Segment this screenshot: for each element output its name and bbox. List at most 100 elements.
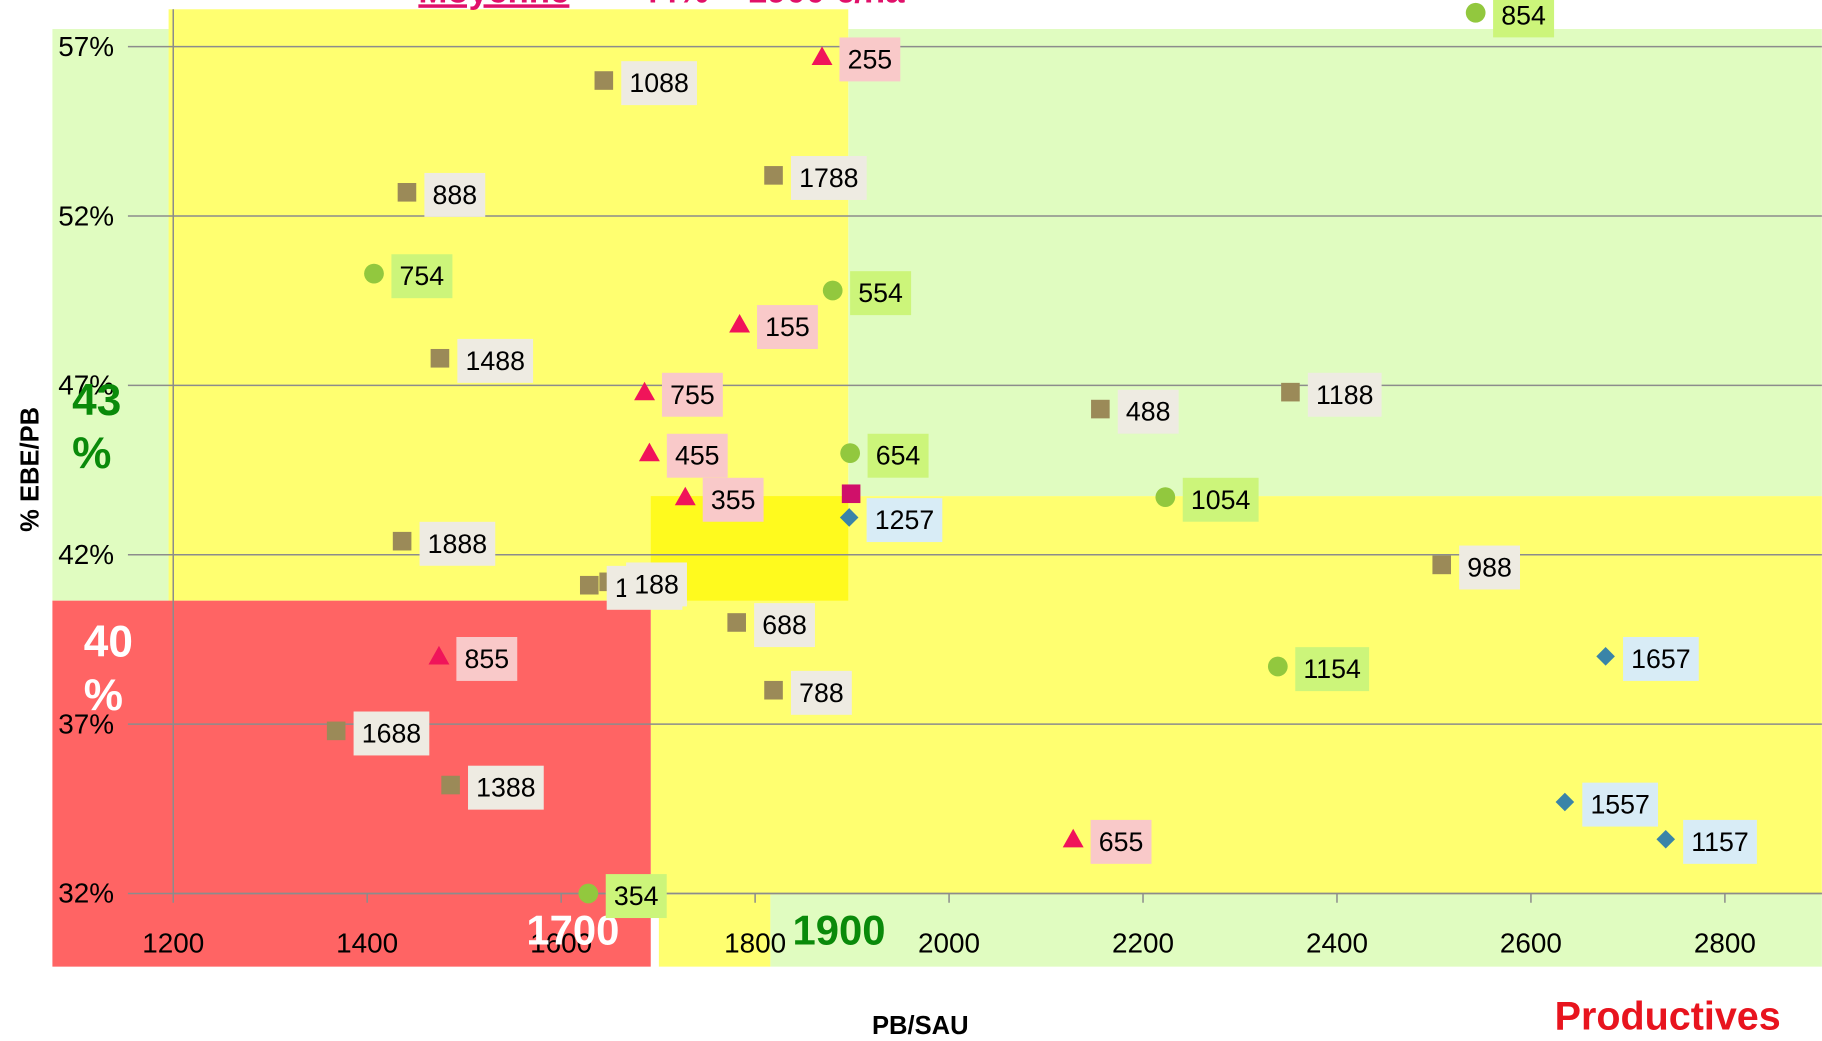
- data-label: 1557: [1582, 782, 1659, 827]
- x-tick-label: 2200: [1112, 928, 1174, 959]
- data-label-box: [1683, 819, 1757, 864]
- data-label-text: 1557: [1590, 790, 1649, 820]
- background-regions: [52, 9, 1822, 967]
- data-label-box: [424, 172, 486, 217]
- y-tick-label: 47%: [58, 370, 114, 401]
- data-label: 688: [754, 603, 815, 648]
- data-label: 1054: [1182, 477, 1259, 522]
- data-label-box: [1493, 0, 1555, 38]
- data-label-text: 1688: [362, 718, 421, 748]
- annotation: Moyenne: [418, 0, 569, 10]
- data-label-text: 1054: [1191, 485, 1251, 515]
- data-label: 1088: [621, 61, 697, 106]
- data-label: 488: [1117, 389, 1179, 434]
- data-label-text: 1657: [1631, 644, 1690, 674]
- triangle-marker: [674, 486, 696, 506]
- triangle-marker: [638, 442, 660, 462]
- data-label-text: 1488: [465, 346, 524, 376]
- data-label: 788: [790, 670, 852, 715]
- data-label-text: 488: [1126, 397, 1171, 427]
- data-label: 1888: [419, 521, 496, 566]
- diamond-marker: [1596, 647, 1615, 666]
- data-label: 1257: [866, 498, 943, 543]
- data-label-text: 888: [433, 180, 478, 210]
- square-marker: [326, 721, 346, 741]
- data-label: 554: [850, 271, 912, 316]
- data-label-text: 1154: [1303, 654, 1361, 684]
- data-label: 888: [424, 172, 486, 217]
- circle-marker: [364, 263, 384, 284]
- data-label-text: 1188: [1316, 380, 1373, 410]
- circle-marker: [578, 883, 599, 904]
- data-label-box: [1295, 647, 1370, 692]
- region-red: [52, 600, 651, 967]
- data-label: 1788: [790, 156, 867, 200]
- annotation: 43 %: [72, 376, 121, 478]
- data-label-box: [661, 372, 723, 417]
- data-label-text: 754: [400, 261, 445, 291]
- x-tick-label: 2400: [1306, 928, 1368, 959]
- data-label-box: [1182, 477, 1259, 522]
- square-marker: [594, 71, 614, 90]
- data-label-text: 988: [1467, 553, 1512, 583]
- y-axis-title: % EBE/PB: [16, 407, 44, 532]
- circle-marker: [1267, 656, 1288, 677]
- diamond-marker: [1656, 829, 1676, 849]
- data-label-box: [457, 338, 534, 383]
- square-marker: [441, 775, 460, 795]
- circle-marker: [822, 280, 843, 301]
- data-label-box: [757, 305, 818, 349]
- data-label-text: 188: [634, 569, 679, 599]
- diamond-marker: [1555, 792, 1575, 812]
- data-label: 755: [661, 372, 723, 417]
- data-label-text: 1788: [799, 163, 858, 193]
- annotation: – 44% – 1900 €/ha: [610, 0, 905, 10]
- data-label-box: [468, 765, 544, 810]
- x-axis-title: PB/SAU: [872, 1012, 969, 1040]
- data-label: 255: [839, 37, 901, 82]
- triangle-marker: [634, 381, 656, 401]
- x-tick-label: 1800: [724, 928, 786, 959]
- y-tick-label: 57%: [58, 31, 114, 62]
- data-label: 1488: [457, 338, 534, 383]
- data-label: 355: [702, 477, 764, 522]
- data-label-box: [790, 156, 867, 200]
- data-label: 855: [456, 636, 518, 681]
- data-label-text: 654: [876, 441, 921, 471]
- triangle-marker: [729, 313, 751, 333]
- x-tick-label: 1400: [336, 928, 398, 959]
- circle-marker: [1465, 2, 1486, 23]
- triangle-marker: [811, 46, 833, 65]
- data-label: 1388: [468, 765, 544, 810]
- data-label: 354: [605, 874, 667, 919]
- data-label-text: 688: [762, 610, 807, 640]
- data-label-box: [353, 711, 430, 756]
- data-label-box: [605, 874, 667, 919]
- square-marker: [841, 484, 861, 504]
- y-tick-label: 52%: [58, 200, 114, 231]
- x-tick-label: 2000: [918, 928, 980, 959]
- data-label-box: [867, 433, 929, 478]
- data-label-box: [1623, 636, 1699, 681]
- data-label-box: [850, 271, 912, 316]
- annotation: Productives: [1555, 994, 1781, 1038]
- data-label-box: [1307, 372, 1382, 417]
- data-label-box: [419, 521, 496, 566]
- region-yellow-bottom: [658, 894, 771, 967]
- data-label: 188: [626, 562, 687, 607]
- data-label-box: [754, 603, 815, 648]
- x-tick-label: 1200: [142, 928, 204, 959]
- x-tick-label: 1600: [530, 928, 592, 959]
- annotation-text: 40 %: [83, 618, 133, 721]
- circle-marker: [1155, 487, 1176, 508]
- data-label: 1188: [1307, 372, 1382, 417]
- data-label-box: [866, 498, 943, 543]
- data-label-text: 855: [465, 644, 510, 674]
- data-label-box: [626, 562, 687, 607]
- square-marker: [392, 531, 412, 551]
- data-label-box: [1582, 782, 1659, 827]
- data-label-box: [1117, 389, 1179, 434]
- data-label-text: 155: [765, 312, 810, 342]
- triangle-marker: [1062, 828, 1084, 848]
